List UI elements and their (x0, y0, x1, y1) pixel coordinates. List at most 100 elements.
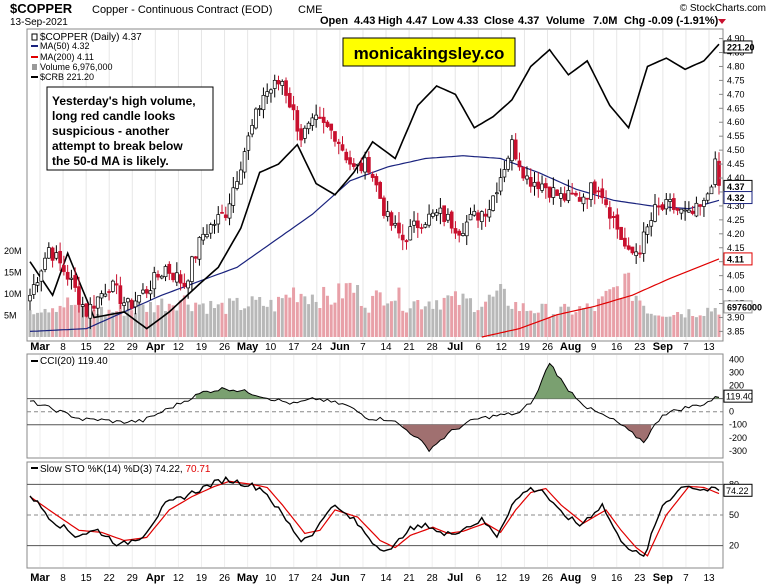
ohlc-low: 4.33 (457, 15, 478, 27)
annotation-line-3: suspicious - another (52, 124, 170, 138)
candle-body (487, 209, 492, 218)
candle-body (498, 177, 503, 192)
candle-body (687, 209, 691, 213)
volume-bar (630, 300, 634, 337)
candle-body (261, 95, 266, 111)
candle-body (449, 211, 454, 229)
candle-body (148, 290, 153, 295)
volume-bar (649, 313, 653, 337)
candle-body (671, 198, 676, 210)
x-axis-label: 8 (60, 342, 66, 353)
x-axis-label: 15 (81, 342, 93, 353)
candle-body (141, 289, 145, 294)
x-axis-label-bottom: 9 (591, 573, 597, 584)
sto-tick-label: 50 (729, 510, 739, 520)
volume-bar (687, 309, 691, 337)
candle-body (231, 187, 236, 206)
x-axis-label-bottom: 14 (380, 573, 392, 584)
price-tick-label: 4.15 (727, 243, 745, 253)
price-tick-label: 4.05 (727, 271, 745, 281)
candle-body (577, 197, 582, 202)
ohlc-chg-label: Chg (624, 15, 645, 27)
candle-body (404, 240, 409, 243)
candle-body (461, 233, 465, 236)
x-axis-label-bottom: Sep (653, 572, 673, 584)
x-axis-label-bottom: 19 (519, 573, 531, 584)
candle-body (393, 223, 398, 226)
volume-bar (337, 283, 341, 337)
candle-body (679, 208, 684, 214)
candle-body (513, 139, 518, 160)
x-axis-label-bottom: Apr (146, 572, 166, 584)
volume-bar (672, 315, 676, 337)
volume-bar (491, 296, 495, 337)
candle-body (95, 296, 100, 309)
volume-bar (476, 310, 480, 337)
candle-body (649, 220, 654, 227)
cci-tick-label: -300 (729, 446, 747, 456)
volume-bar (676, 312, 680, 337)
volume-bar (250, 296, 254, 337)
cci-legend: CCI(20) 119.40 (40, 356, 108, 367)
x-axis-label-bottom: 6 (476, 573, 482, 584)
ohlc-low-label: Low (432, 15, 454, 27)
candle-body (216, 214, 221, 225)
x-axis-label: 17 (288, 342, 300, 353)
cci-tick-label: 200 (729, 381, 744, 391)
candle-body (238, 169, 243, 185)
candle-body (412, 220, 416, 226)
price-tick-label: 4.60 (727, 117, 745, 127)
candle-body (675, 208, 680, 211)
volume-bar (137, 303, 141, 337)
candle-body (600, 188, 605, 199)
x-axis-label: 21 (404, 342, 416, 353)
candle-body (698, 204, 703, 207)
volume-bar (393, 300, 397, 337)
volume-bar (145, 311, 149, 337)
x-axis-label: Apr (146, 341, 166, 353)
candle-body (276, 80, 281, 85)
candle-body (709, 186, 714, 195)
sto-d-value: 70.71 (185, 464, 210, 475)
volume-bar (231, 300, 235, 337)
price-tick-label: 4.45 (727, 159, 745, 169)
x-axis-label-bottom: 28 (427, 573, 439, 584)
volume-bar (657, 315, 661, 337)
volume-bar (51, 308, 55, 337)
price-tick-label: 4.65 (727, 103, 745, 113)
candle-body (592, 181, 597, 194)
price-tick-label: 4.50 (727, 145, 745, 155)
candle-body (634, 251, 639, 256)
volume-bar (487, 294, 491, 337)
cci-tag-box (723, 389, 753, 403)
cci-panel-frame (26, 353, 724, 459)
annotation-box (46, 86, 214, 171)
volume-bar (201, 303, 205, 337)
candle-body (84, 303, 89, 317)
candle-body (174, 272, 179, 283)
volume-bar (450, 296, 454, 337)
candle-body (694, 202, 699, 217)
volume-bar (517, 311, 521, 337)
x-axis-label: 12 (496, 342, 508, 353)
candle-body (254, 108, 258, 129)
volume-bar (668, 316, 672, 337)
volume-bar (179, 300, 183, 337)
candle-body (370, 174, 375, 178)
x-axis-label-bottom: 17 (288, 573, 300, 584)
x-axis-label-bottom: 21 (404, 573, 416, 584)
candle-body (419, 227, 424, 229)
volume-bar (615, 286, 619, 337)
source-credit: © StockCharts.com (680, 3, 766, 14)
annotation-line-5: the 50-d MA is likely. (52, 154, 169, 168)
candle-body (367, 157, 371, 173)
volume-bar (111, 312, 115, 337)
candle-body (43, 257, 47, 270)
volume-bar (190, 311, 194, 337)
x-axis-label-bottom: 24 (311, 573, 323, 584)
volume-bar (303, 296, 307, 337)
x-axis-label-bottom: 10 (265, 573, 277, 584)
candle-body (77, 286, 81, 305)
candle-body (186, 280, 190, 289)
x-axis-label-bottom: 26 (542, 573, 554, 584)
